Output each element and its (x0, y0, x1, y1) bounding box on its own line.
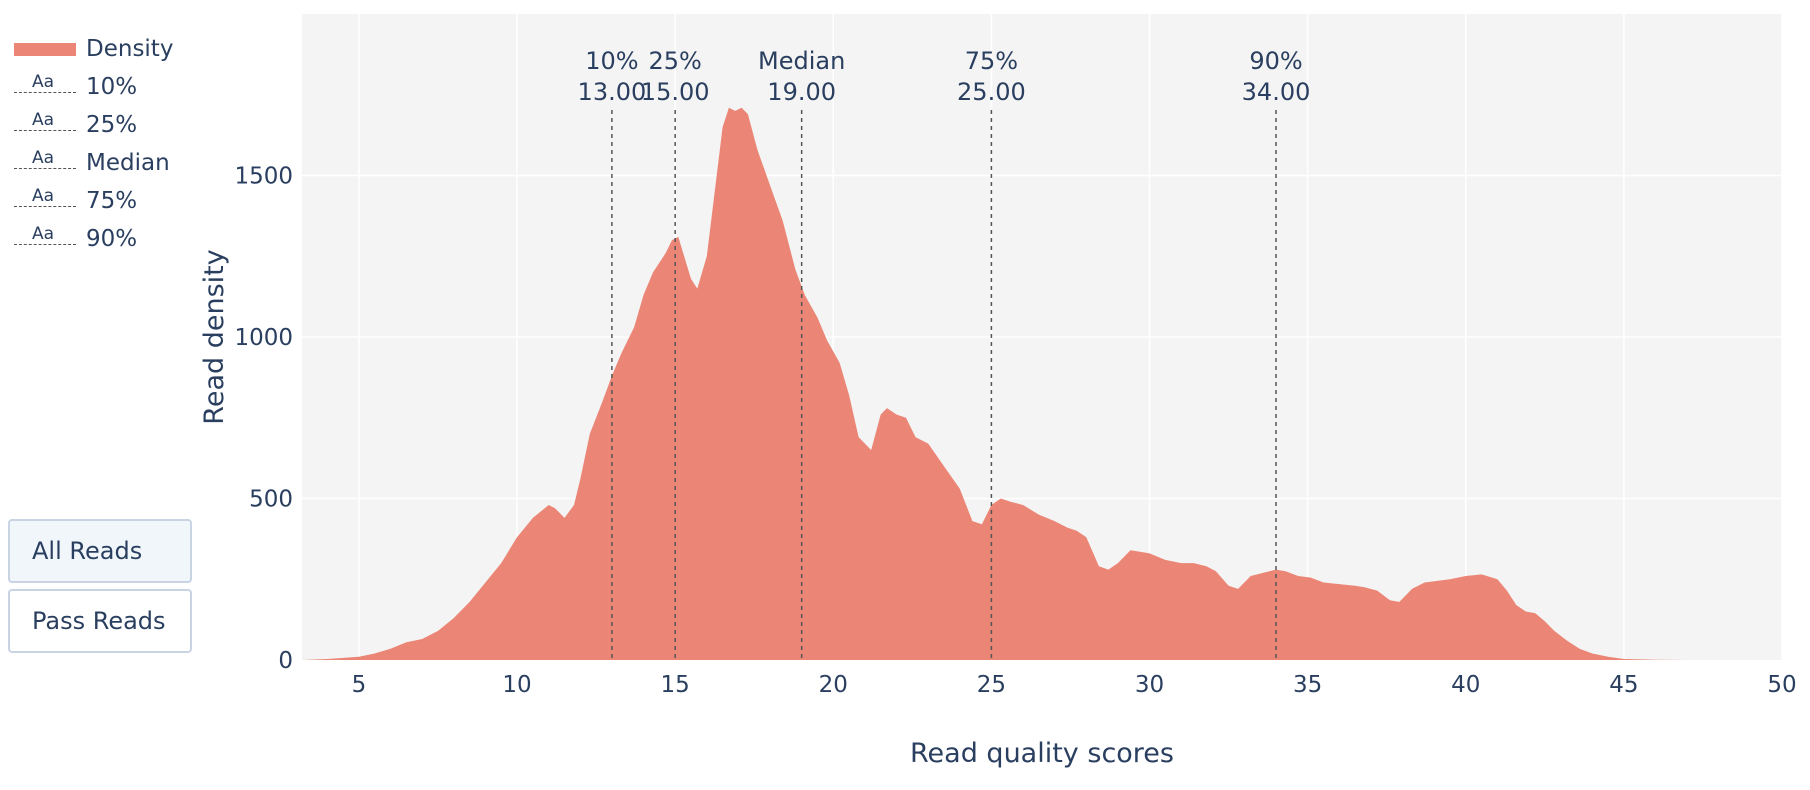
y-tick-label: 0 (278, 648, 293, 674)
legend-dash (14, 92, 76, 93)
legend-swatch-dashed-line: Aa (14, 182, 76, 220)
legend-label: 25% (86, 112, 138, 138)
pass-reads-button[interactable]: Pass Reads (8, 589, 192, 653)
legend-swatch-dashed-line: Aa (14, 106, 76, 144)
x-tick-label: 30 (1135, 672, 1164, 698)
x-tick-label: 45 (1609, 672, 1638, 698)
legend-item-75pct[interactable]: Aa 75% (14, 182, 173, 220)
legend-swatch-dashed-line: Aa (14, 144, 76, 182)
x-tick-label: 25 (977, 672, 1006, 698)
legend-label: 75% (86, 188, 138, 214)
legend-text-symbol: Aa (32, 148, 55, 168)
x-tick-label: 15 (661, 672, 690, 698)
legend-swatch-dashed-line: Aa (14, 220, 76, 258)
marker-value: 15.00 (641, 78, 710, 106)
legend-text-symbol: Aa (32, 186, 55, 206)
legend-text-symbol: Aa (32, 72, 55, 92)
legend-item-25pct[interactable]: Aa 25% (14, 106, 173, 144)
legend-dash (14, 244, 76, 245)
marker-label: 75% (965, 47, 1018, 75)
marker-label: 10% (585, 47, 638, 75)
marker-value: 34.00 (1242, 78, 1311, 106)
legend-text-symbol: Aa (32, 110, 55, 130)
x-tick-label: 35 (1293, 672, 1322, 698)
all-reads-button[interactable]: All Reads (8, 519, 192, 583)
legend-swatch-fill (14, 42, 76, 56)
x-tick-label: 20 (819, 672, 848, 698)
x-axis-title: Read quality scores (910, 738, 1174, 769)
marker-label: Median (758, 47, 845, 75)
legend-dash (14, 206, 76, 207)
legend-swatch-dashed-line: Aa (14, 68, 76, 106)
x-tick-label: 40 (1451, 672, 1480, 698)
legend-text-symbol: Aa (32, 224, 55, 244)
legend-item-median[interactable]: Aa Median (14, 144, 173, 182)
marker-label: 90% (1249, 47, 1302, 75)
legend-item-10pct[interactable]: Aa 10% (14, 68, 173, 106)
marker-label: 25% (648, 47, 701, 75)
y-tick-label: 1500 (234, 164, 293, 190)
legend-label: 10% (86, 74, 138, 100)
y-tick-label: 1000 (234, 325, 293, 351)
legend-dash (14, 130, 76, 131)
x-tick-label: 5 (352, 672, 367, 698)
legend-item-90pct[interactable]: Aa 90% (14, 220, 173, 258)
x-tick-label: 50 (1767, 672, 1796, 698)
y-tick-label: 500 (249, 487, 293, 513)
legend-label: 90% (86, 226, 138, 252)
density-area (302, 107, 1782, 660)
legend: Density Aa 10% Aa 25% Aa Median Aa 75% Aa 90% (14, 30, 173, 258)
legend-label: Density (86, 36, 174, 62)
marker-value: 19.00 (767, 78, 836, 106)
marker-value: 13.00 (578, 78, 647, 106)
x-tick-label: 10 (502, 672, 531, 698)
legend-label: Median (86, 150, 170, 176)
legend-dash (14, 168, 76, 169)
marker-value: 25.00 (957, 78, 1026, 106)
legend-item-density[interactable]: Density (14, 30, 173, 68)
y-axis-title: Read density (199, 249, 230, 424)
